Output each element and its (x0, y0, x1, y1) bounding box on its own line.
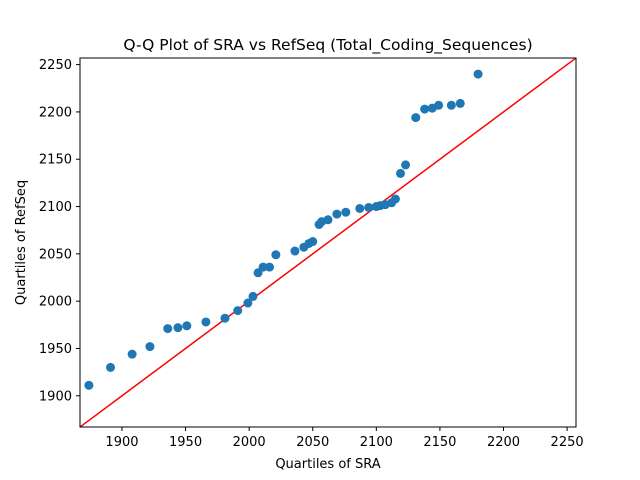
data-point (243, 298, 253, 308)
x-tick-label: 2150 (423, 435, 456, 450)
y-tick-label: 2150 (39, 153, 72, 168)
x-axis-label: Quartiles of SRA (275, 457, 380, 472)
data-point (173, 323, 183, 333)
y-tick-label: 2100 (39, 200, 72, 215)
x-tick-label: 2050 (296, 435, 329, 450)
data-point (106, 362, 116, 372)
x-tick-label: 2200 (487, 435, 520, 450)
data-point (290, 246, 300, 256)
data-point (364, 202, 374, 212)
data-point (446, 100, 456, 110)
data-point (248, 291, 258, 301)
data-point (220, 313, 230, 323)
x-tick-label: 1950 (169, 435, 202, 450)
plot-frame (79, 57, 577, 428)
y-tick-label: 2250 (39, 58, 72, 73)
data-point (145, 342, 155, 352)
data-point (127, 349, 137, 359)
y-axis-ticks: 1900 1950 2000 2050 2100 2150 2200 2250 (39, 58, 80, 404)
data-point (390, 194, 400, 204)
y-tick-label: 2000 (39, 295, 72, 310)
reference-line (80, 58, 576, 427)
data-point (341, 207, 351, 217)
y-tick-label: 1900 (39, 389, 72, 404)
y-axis-label: Quartiles of RefSeq (14, 180, 29, 305)
x-axis-ticks: 1900 1950 2000 2050 2100 2150 2200 2250 (105, 427, 584, 450)
data-point (163, 324, 173, 334)
y-tick-label: 2050 (39, 247, 72, 262)
data-point (395, 168, 405, 178)
y-tick-label: 2200 (39, 105, 72, 120)
data-point (271, 250, 281, 260)
data-point (401, 160, 411, 170)
x-tick-label: 2250 (551, 435, 584, 450)
data-point (473, 69, 483, 79)
x-tick-label: 2100 (360, 435, 393, 450)
x-tick-label: 1900 (105, 435, 138, 450)
data-point (258, 262, 268, 272)
y-tick-label: 1950 (39, 342, 72, 357)
data-points-layer (84, 69, 483, 390)
chart-title: Q-Q Plot of SRA vs RefSeq (Total_Coding_… (123, 36, 532, 55)
data-point (264, 262, 274, 272)
data-point (355, 203, 365, 213)
data-point (455, 98, 465, 108)
data-point (233, 306, 243, 316)
data-point (420, 104, 430, 114)
data-point (332, 209, 342, 219)
x-tick-label: 2000 (233, 435, 266, 450)
data-point (308, 237, 318, 247)
data-point (201, 317, 211, 327)
data-point (182, 321, 192, 331)
data-point (434, 100, 444, 110)
data-point (323, 215, 333, 225)
reference-line-layer (80, 58, 576, 427)
data-point (411, 113, 421, 123)
data-point (84, 380, 94, 390)
